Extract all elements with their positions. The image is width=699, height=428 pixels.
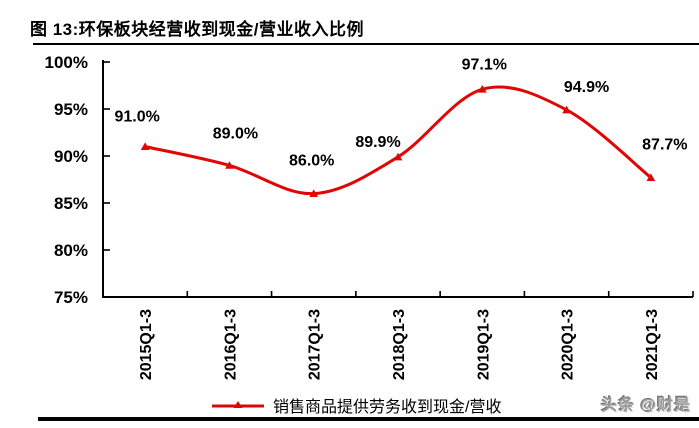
data-label: 97.1% bbox=[462, 56, 507, 73]
data-label: 91.0% bbox=[114, 109, 159, 126]
data-point-marker bbox=[562, 105, 571, 114]
y-axis-label: 75% bbox=[54, 288, 88, 307]
watermark: 头条 @财是 bbox=[600, 397, 691, 414]
title-divider bbox=[33, 43, 699, 45]
legend-line-marker-icon bbox=[212, 401, 264, 408]
y-axis-label: 100% bbox=[45, 53, 88, 72]
data-point-marker bbox=[309, 189, 319, 197]
data-point-marker bbox=[477, 85, 487, 93]
y-axis-label: 90% bbox=[54, 147, 88, 166]
data-point-marker bbox=[225, 161, 234, 169]
data-label: 86.0% bbox=[289, 153, 334, 170]
y-axis-label: 95% bbox=[54, 100, 88, 119]
data-point-marker bbox=[393, 152, 403, 161]
x-axis-label: 2018Q1-3 bbox=[391, 309, 408, 380]
x-axis-label: 2017Q1-3 bbox=[307, 309, 324, 380]
y-axis-label: 80% bbox=[54, 241, 88, 260]
data-label: 89.0% bbox=[213, 125, 258, 142]
x-axis-label: 2019Q1-3 bbox=[475, 309, 492, 380]
chart-legend: 销售商品提供劳务收到现金/营收 bbox=[211, 393, 501, 417]
y-axis-label: 85% bbox=[54, 194, 88, 213]
x-axis-label: 2020Q1-3 bbox=[560, 309, 577, 380]
data-label: 87.7% bbox=[642, 137, 687, 154]
legend-series-label: 销售商品提供劳务收到现金/营收 bbox=[273, 399, 502, 416]
x-axis-label: 2016Q1-3 bbox=[222, 309, 239, 380]
data-label: 94.9% bbox=[564, 79, 609, 96]
data-point-marker bbox=[140, 142, 150, 150]
data-point-marker bbox=[646, 173, 656, 182]
data-label: 89.9% bbox=[355, 134, 400, 151]
bottom-divider bbox=[38, 417, 699, 421]
x-axis-label: 2021Q1-3 bbox=[644, 309, 661, 380]
x-axis-label: 2015Q1-3 bbox=[138, 309, 155, 380]
figure-title: 图 13:环保板块经营收到现金/营业收入比例 bbox=[30, 20, 365, 39]
